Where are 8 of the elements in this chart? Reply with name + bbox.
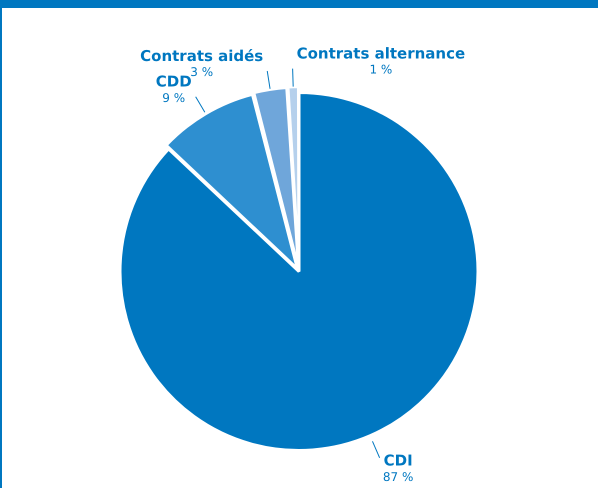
slice-label: Contrats alternance — [296, 44, 466, 62]
slice-label: CDI — [384, 452, 413, 470]
data-label: 9 % — [162, 90, 186, 105]
data-label: 3 % — [190, 65, 214, 80]
slice-label: Contrats aidés — [140, 46, 264, 65]
slice-label: CDD — [156, 72, 192, 91]
data-label: 87 % — [382, 470, 414, 484]
data-label: 1 % — [369, 62, 392, 77]
